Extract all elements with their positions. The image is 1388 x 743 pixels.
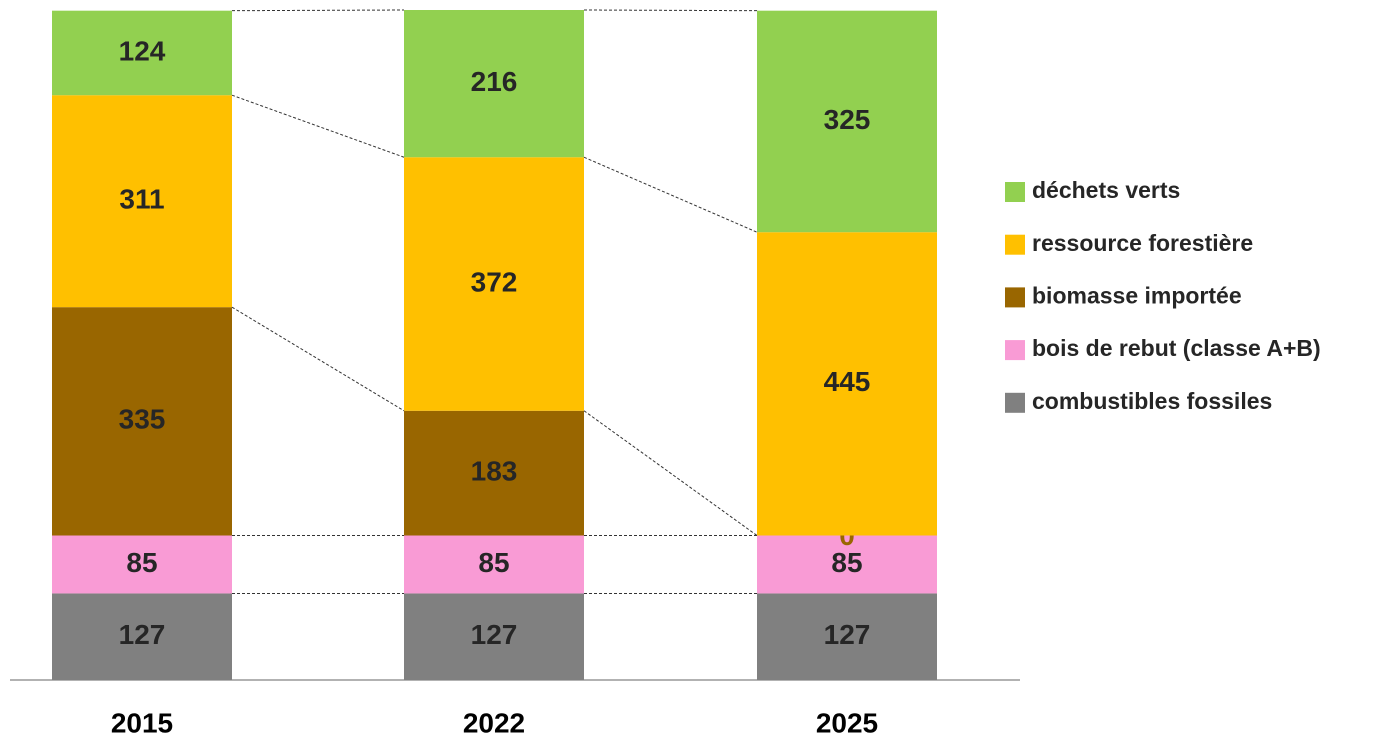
x-tick-label: 2022 — [463, 707, 525, 738]
connector-line — [583, 156, 758, 233]
connector-line — [231, 9, 405, 12]
bar-segment — [757, 10, 937, 233]
connector-line — [231, 306, 405, 412]
value-label: 311 — [119, 184, 164, 215]
value-label: 372 — [471, 266, 518, 297]
value-label: 85 — [478, 547, 509, 578]
legend-swatch — [1005, 234, 1025, 255]
legend-swatch — [1005, 392, 1025, 413]
value-label: 85 — [126, 547, 157, 578]
x-tick-label: 2025 — [816, 707, 878, 738]
value-label: 445 — [824, 366, 871, 397]
value-label: 85 — [831, 547, 862, 578]
bar-segment — [52, 10, 232, 96]
bar-segment — [52, 307, 232, 536]
bar-segment — [404, 410, 584, 536]
legend-swatch — [1005, 182, 1025, 202]
value-label: 127 — [824, 619, 871, 650]
connector-line — [583, 410, 758, 536]
legend-swatch — [1005, 340, 1025, 361]
value-label: 216 — [471, 66, 518, 97]
bar-segment — [52, 535, 232, 594]
legend-label: déchets verts — [1032, 177, 1180, 203]
value-label: 124 — [119, 35, 166, 66]
value-label: 127 — [119, 619, 166, 650]
legend-swatch — [1005, 287, 1025, 308]
bar-segment — [757, 593, 937, 680]
connector-line — [583, 9, 758, 12]
bar-segment — [757, 535, 937, 594]
bar-segment — [52, 593, 232, 680]
bar-segment — [404, 10, 584, 158]
value-label: 335 — [119, 404, 166, 435]
value-label: 127 — [471, 619, 518, 650]
bar-segment — [757, 232, 937, 536]
bar-segment — [404, 535, 584, 594]
value-label: 325 — [824, 104, 871, 135]
x-tick-label: 2015 — [111, 707, 173, 738]
connector-line — [231, 94, 405, 158]
value-label: 183 — [471, 456, 518, 487]
bar-segment — [404, 157, 584, 411]
bar-segment — [52, 95, 232, 308]
bar-segment — [404, 593, 584, 680]
legend-label: combustibles fossiles — [1032, 388, 1272, 414]
legend-label: ressource forestière — [1032, 230, 1253, 256]
legend-label: bois de rebut (classe A+B) — [1032, 335, 1321, 361]
legend-label: biomasse importée — [1032, 282, 1242, 308]
